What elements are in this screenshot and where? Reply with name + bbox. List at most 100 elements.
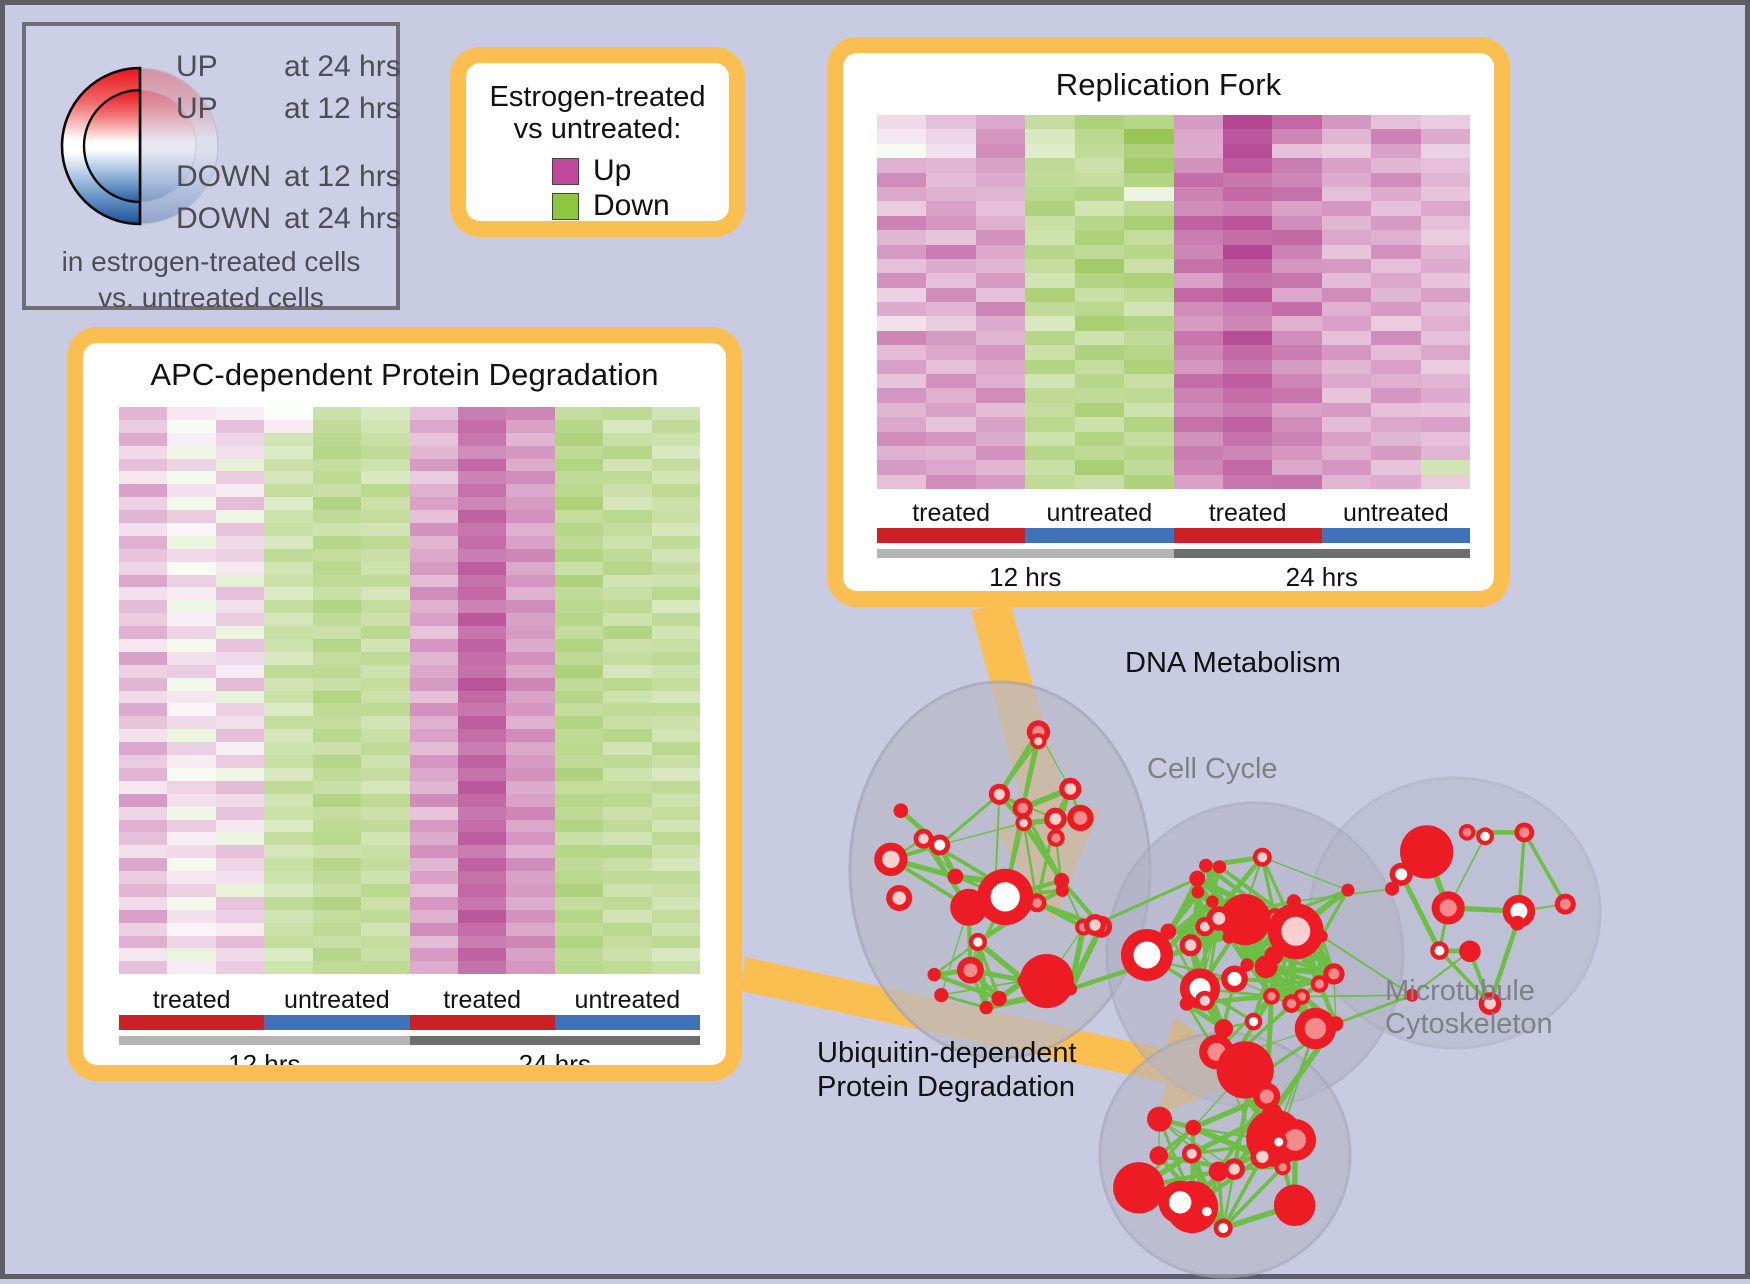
network-node[interactable] bbox=[1067, 805, 1093, 831]
network-node[interactable] bbox=[1323, 963, 1344, 984]
network-node[interactable] bbox=[1282, 994, 1301, 1013]
network-node[interactable] bbox=[1241, 958, 1254, 971]
heatmap-cell bbox=[652, 820, 700, 833]
network-node[interactable] bbox=[1180, 997, 1194, 1011]
updown-title-line2: vs untreated: bbox=[476, 113, 719, 145]
network-node[interactable] bbox=[934, 988, 948, 1002]
network-node[interactable] bbox=[1341, 884, 1354, 897]
heatmap-cell bbox=[976, 259, 1025, 273]
network-node[interactable] bbox=[1189, 871, 1205, 887]
heatmap-cell bbox=[167, 433, 215, 446]
network-node[interactable] bbox=[1555, 894, 1576, 915]
network-node[interactable] bbox=[980, 1001, 993, 1014]
heatmap-cell bbox=[877, 173, 926, 187]
network-node[interactable] bbox=[1430, 941, 1449, 960]
heatmap-cell bbox=[458, 936, 506, 949]
network-node[interactable] bbox=[1198, 1202, 1216, 1220]
network-node[interactable] bbox=[1207, 906, 1232, 931]
network-node[interactable] bbox=[1209, 1162, 1229, 1182]
network-node[interactable] bbox=[1263, 988, 1280, 1005]
network-node[interactable] bbox=[1084, 914, 1106, 936]
network-node[interactable] bbox=[1287, 894, 1301, 908]
network-node[interactable] bbox=[1113, 1162, 1164, 1213]
network-node[interactable] bbox=[1206, 895, 1218, 907]
network-node[interactable] bbox=[1255, 955, 1278, 978]
circle-key-legend: UP at 24 hrs UP at 12 hrs DOWN at 12 hrs… bbox=[22, 22, 400, 310]
node-inner-core bbox=[1202, 1207, 1212, 1217]
network-node[interactable] bbox=[1476, 827, 1494, 845]
network-node[interactable] bbox=[1214, 1219, 1233, 1238]
heatmap-cell bbox=[1223, 331, 1272, 345]
network-node[interactable] bbox=[1047, 829, 1065, 847]
heatmap-cell bbox=[119, 575, 167, 588]
heatmap-cell bbox=[361, 459, 409, 472]
network-node[interactable] bbox=[948, 869, 964, 885]
heatmap-cell bbox=[216, 897, 264, 910]
heatmap-cell bbox=[926, 403, 975, 417]
network-node[interactable] bbox=[928, 968, 941, 981]
network-node[interactable] bbox=[957, 957, 984, 984]
network-node[interactable] bbox=[1121, 929, 1173, 981]
network-node[interactable] bbox=[929, 835, 950, 856]
heatmap-cell bbox=[926, 129, 975, 143]
network-node[interactable] bbox=[1213, 860, 1226, 873]
network-node[interactable] bbox=[1270, 1133, 1287, 1150]
network-node[interactable] bbox=[1244, 1075, 1258, 1089]
network-node[interactable] bbox=[1514, 823, 1534, 843]
network-node[interactable] bbox=[1268, 903, 1324, 959]
heatmap-cell bbox=[603, 652, 651, 665]
network-node[interactable] bbox=[1044, 808, 1067, 831]
network-node[interactable] bbox=[1262, 1103, 1282, 1123]
network-node[interactable] bbox=[1192, 886, 1205, 899]
network-node[interactable] bbox=[1185, 1120, 1201, 1136]
heatmap-cell bbox=[877, 144, 926, 158]
network-node[interactable] bbox=[1159, 1181, 1202, 1224]
network-node[interactable] bbox=[1295, 1008, 1336, 1049]
network-node[interactable] bbox=[1195, 991, 1215, 1011]
network-node[interactable] bbox=[1182, 1144, 1202, 1164]
network-node[interactable] bbox=[969, 933, 987, 951]
network-node[interactable] bbox=[1459, 824, 1476, 841]
network-node[interactable] bbox=[1459, 941, 1481, 963]
network-node[interactable] bbox=[1030, 733, 1046, 749]
network-node[interactable] bbox=[989, 784, 1010, 805]
heatmap-cell bbox=[1272, 374, 1321, 388]
network-node[interactable] bbox=[1400, 825, 1453, 878]
network-node[interactable] bbox=[1275, 1159, 1291, 1175]
heatmap-cell bbox=[313, 794, 361, 807]
network-node[interactable] bbox=[1245, 1013, 1263, 1031]
heatmap-cell bbox=[1075, 259, 1124, 273]
network-node[interactable] bbox=[1432, 891, 1465, 924]
heatmap-cell bbox=[926, 259, 975, 273]
network-node[interactable] bbox=[1150, 1146, 1169, 1165]
network-node[interactable] bbox=[894, 803, 909, 818]
network-node[interactable] bbox=[1274, 1185, 1316, 1227]
heatmap-cell bbox=[652, 575, 700, 588]
network-node[interactable] bbox=[1180, 934, 1202, 956]
heatmap-cell bbox=[313, 665, 361, 678]
network-node[interactable] bbox=[1064, 983, 1077, 996]
network-node[interactable] bbox=[1017, 973, 1031, 987]
network-node[interactable] bbox=[1059, 778, 1081, 800]
heatmap-cell bbox=[264, 871, 312, 884]
network-node[interactable] bbox=[1253, 848, 1272, 867]
network-node[interactable] bbox=[886, 885, 912, 911]
network-node[interactable] bbox=[1199, 859, 1213, 873]
network-node[interactable] bbox=[1147, 1107, 1172, 1132]
network-node[interactable] bbox=[977, 869, 1033, 925]
network-node[interactable] bbox=[874, 843, 907, 876]
network-node[interactable] bbox=[1223, 931, 1236, 944]
heatmap-cell bbox=[1174, 403, 1223, 417]
heatmap-cell bbox=[313, 678, 361, 691]
heatmap-cell bbox=[264, 936, 312, 949]
heatmap-cell bbox=[264, 523, 312, 536]
heatmap-cell bbox=[264, 923, 312, 936]
network-node[interactable] bbox=[1510, 916, 1525, 931]
heatmap-cell bbox=[119, 510, 167, 523]
network-node[interactable] bbox=[1015, 815, 1032, 832]
network-node[interactable] bbox=[1250, 1145, 1274, 1169]
heatmap-cell bbox=[877, 288, 926, 302]
network-node[interactable] bbox=[1054, 873, 1069, 888]
network-node[interactable] bbox=[991, 991, 1006, 1006]
updown-legend-title: Estrogen-treated vs untreated: bbox=[476, 81, 719, 146]
